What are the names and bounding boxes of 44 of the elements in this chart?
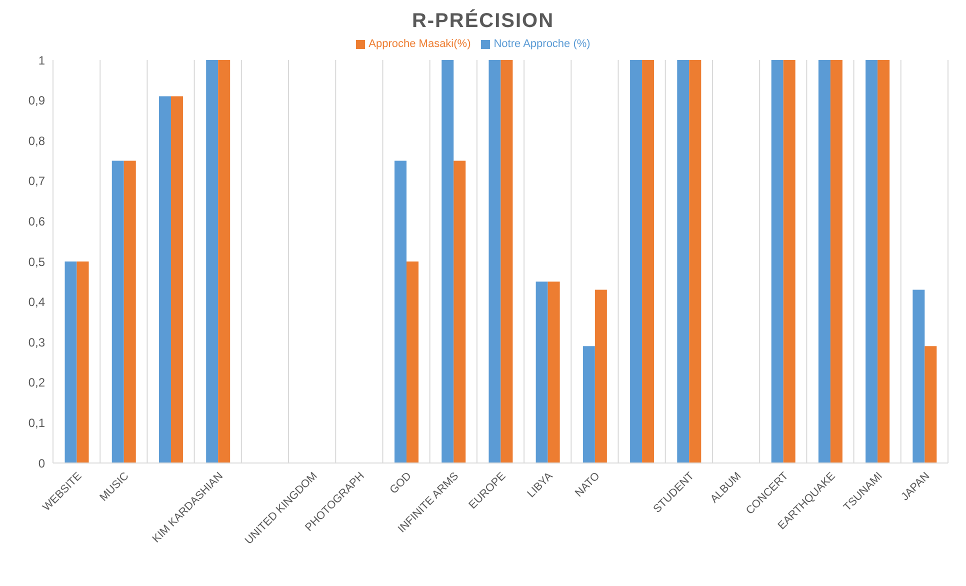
bar	[158, 96, 171, 463]
legend-label: Notre Approche (%)	[494, 38, 590, 50]
bar	[830, 60, 842, 463]
y-tick-label: 0,7	[28, 174, 46, 188]
bar	[124, 160, 136, 463]
bar	[500, 60, 513, 463]
bar	[548, 282, 560, 463]
y-tick-label: 0	[38, 456, 46, 470]
y-tick-label: 0,2	[28, 376, 46, 390]
y-tick-label: 0,6	[28, 214, 46, 228]
bar	[582, 346, 595, 463]
bar	[924, 346, 937, 463]
legend-label: Approche Masaki(%)	[368, 38, 471, 50]
bar	[630, 60, 642, 463]
bar	[112, 160, 124, 463]
bar	[394, 160, 407, 463]
bar	[218, 60, 230, 463]
y-tick-label: 0,9	[28, 94, 46, 108]
bar	[64, 262, 77, 463]
bar	[488, 60, 501, 463]
bar	[818, 60, 830, 463]
bar	[536, 282, 548, 463]
bar	[642, 60, 654, 463]
y-tick-label: 0,3	[28, 335, 46, 350]
bar	[771, 60, 784, 463]
bar	[689, 60, 702, 463]
y-tick-label: 0,8	[28, 134, 46, 148]
bar	[76, 262, 89, 463]
bar	[677, 60, 690, 463]
y-tick-label: 0,5	[28, 254, 46, 269]
bar	[878, 60, 890, 463]
chart-title: R-PRÉCISION	[410, 10, 556, 33]
y-tick-label: 0,1	[28, 416, 46, 430]
bar	[912, 290, 925, 463]
bar	[206, 60, 218, 463]
bar	[866, 60, 878, 463]
bar	[594, 290, 607, 463]
y-tick-label: 1	[38, 53, 46, 68]
bar	[442, 60, 454, 463]
bar	[783, 60, 796, 463]
bar	[454, 160, 466, 463]
bar	[170, 96, 183, 463]
bar	[406, 262, 419, 463]
y-tick-label: 0,4	[28, 295, 46, 310]
